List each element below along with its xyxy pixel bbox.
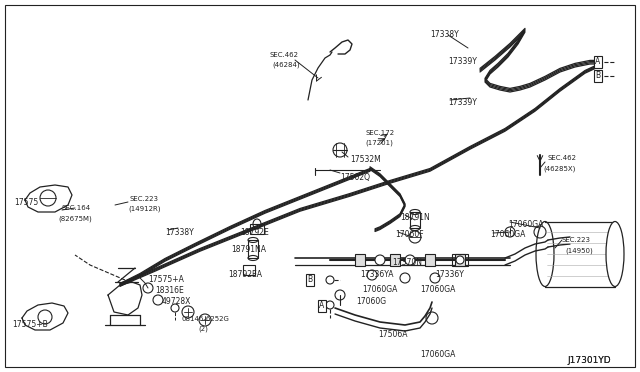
Text: 18791N: 18791N: [400, 213, 429, 222]
Text: 17532M: 17532M: [350, 155, 381, 164]
Text: 17060F: 17060F: [395, 230, 424, 239]
Text: (14950): (14950): [565, 247, 593, 253]
Text: 08146-6252G: 08146-6252G: [182, 316, 230, 322]
Text: A: A: [595, 58, 600, 67]
Text: (14912R): (14912R): [128, 206, 161, 212]
Text: 17339Y: 17339Y: [448, 57, 477, 66]
Text: 49728X: 49728X: [162, 297, 191, 306]
Text: 17336Y: 17336Y: [435, 270, 464, 279]
Text: SEC.223: SEC.223: [562, 237, 591, 243]
Text: 17370N: 17370N: [392, 258, 422, 267]
Text: 17575: 17575: [14, 198, 38, 207]
Text: (46285X): (46285X): [543, 165, 575, 171]
Text: B: B: [307, 276, 312, 285]
Text: 17060GA: 17060GA: [362, 285, 397, 294]
Text: 17502Q: 17502Q: [340, 173, 370, 182]
Text: (2): (2): [198, 326, 208, 333]
Text: 17338Y: 17338Y: [430, 30, 459, 39]
Text: 17060GA: 17060GA: [490, 230, 525, 239]
Bar: [452, 254, 468, 266]
Text: 18316E: 18316E: [155, 286, 184, 295]
Bar: [425, 254, 435, 266]
Bar: [390, 254, 400, 266]
Text: 17336YA: 17336YA: [360, 270, 394, 279]
Bar: [455, 254, 465, 266]
Text: 17575+B: 17575+B: [12, 320, 48, 329]
Text: SEC.462: SEC.462: [270, 52, 299, 58]
Text: 17060GA: 17060GA: [420, 350, 456, 359]
Bar: [248, 240, 258, 258]
Text: 17575+A: 17575+A: [148, 275, 184, 284]
Text: 17339Y: 17339Y: [448, 98, 477, 107]
Text: B: B: [595, 71, 600, 80]
Circle shape: [456, 256, 464, 264]
Text: (17201): (17201): [365, 140, 393, 147]
Text: 17338Y: 17338Y: [165, 228, 194, 237]
Circle shape: [405, 255, 415, 265]
Text: 18791NA: 18791NA: [231, 245, 266, 254]
Text: SEC.172: SEC.172: [365, 130, 394, 136]
Bar: [410, 212, 420, 228]
Text: (46284): (46284): [272, 62, 300, 68]
Text: 18792E: 18792E: [240, 228, 269, 237]
Circle shape: [375, 255, 385, 265]
Ellipse shape: [606, 221, 624, 286]
Text: 17060G: 17060G: [356, 297, 386, 306]
Bar: [355, 254, 365, 266]
Bar: [243, 265, 255, 275]
Text: A: A: [319, 301, 324, 311]
Text: 17506A: 17506A: [378, 330, 408, 339]
Bar: [250, 224, 264, 234]
Text: (82675M): (82675M): [58, 215, 92, 221]
Text: 17060GA: 17060GA: [420, 285, 456, 294]
Text: SEC.462: SEC.462: [547, 155, 576, 161]
Text: J17301YD: J17301YD: [567, 356, 611, 365]
Text: J17301YD: J17301YD: [567, 356, 611, 365]
Text: SEC.164: SEC.164: [62, 205, 91, 211]
Text: 18792EA: 18792EA: [228, 270, 262, 279]
Text: 17060GA: 17060GA: [508, 220, 543, 229]
Text: SEC.223: SEC.223: [130, 196, 159, 202]
